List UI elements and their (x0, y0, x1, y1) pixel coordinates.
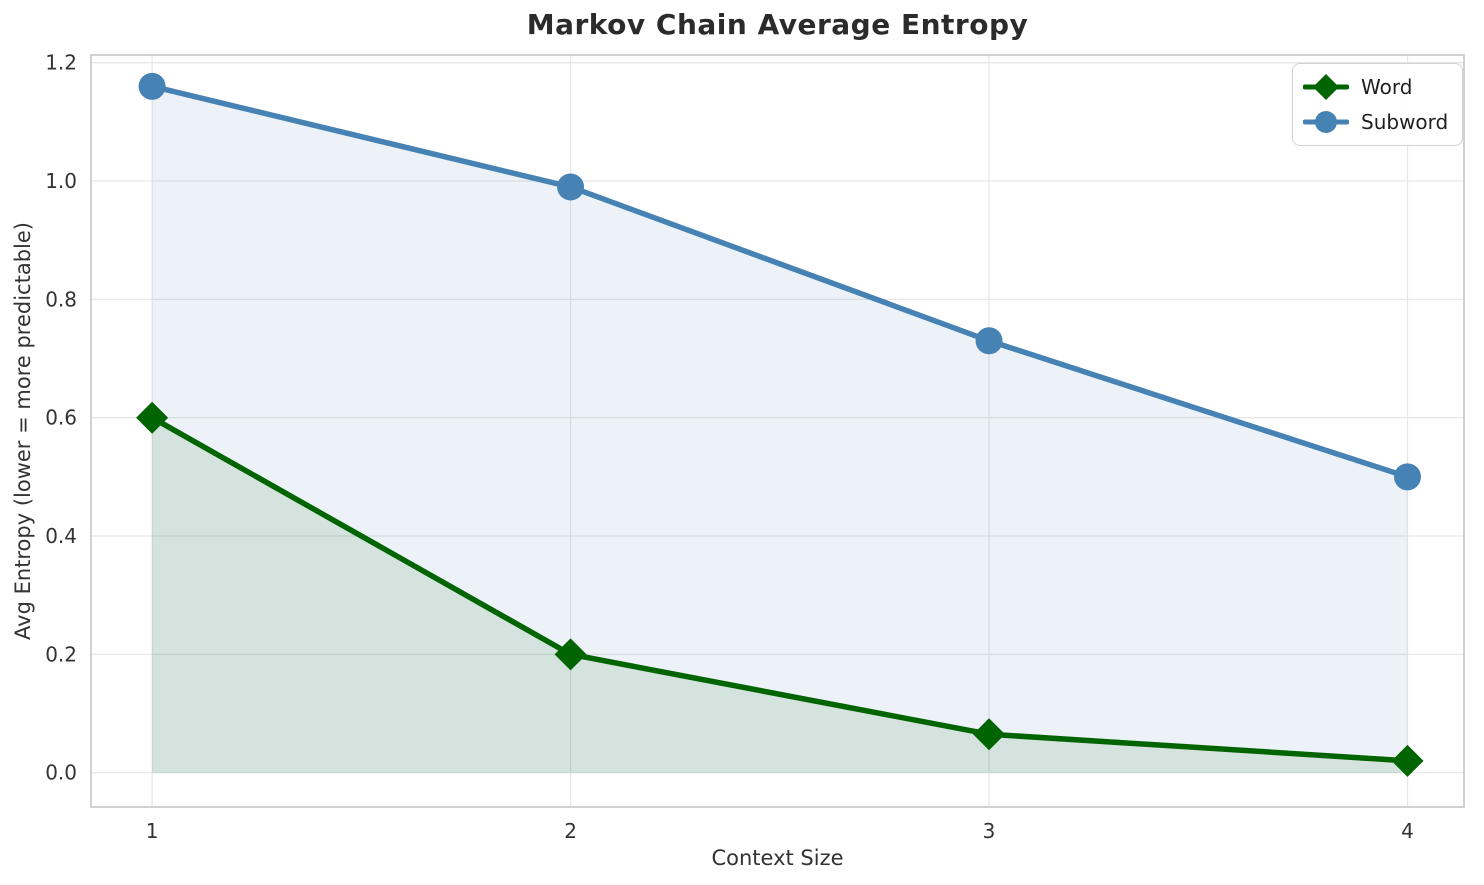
y-tick-label: 0.2 (45, 642, 77, 666)
y-tick-label: 0.4 (45, 524, 77, 548)
x-tick-label: 2 (564, 819, 577, 843)
marker-subword (975, 327, 1003, 355)
area-fill-word (152, 417, 1408, 773)
line-word (149, 414, 1411, 764)
x-tick-label: 1 (146, 819, 159, 843)
legend: Word Subword (1292, 63, 1464, 146)
y-tick-label: 0.0 (45, 761, 77, 785)
x-tick-label: 3 (983, 819, 996, 843)
y-tick-label: 1.0 (45, 169, 77, 193)
marker-word (136, 401, 169, 434)
x-axis-label: Context Size (711, 846, 844, 870)
legend-marker-subword-icon (1303, 111, 1349, 133)
line-subword (149, 83, 1411, 480)
legend-item-label: Word (1361, 75, 1413, 99)
legend-item-label: Subword (1361, 110, 1449, 134)
chart-title: Markov Chain Average Entropy (526, 8, 1029, 41)
marker-subword (1394, 463, 1422, 491)
marker-word (973, 718, 1006, 751)
area-fill-subword (152, 86, 1408, 773)
marker-subword (138, 72, 166, 100)
legend-item-subword: Subword (1303, 108, 1448, 136)
y-tick-label: 0.8 (45, 287, 77, 311)
y-tick-label: 1.2 (45, 51, 77, 75)
marker-word (1391, 744, 1424, 777)
legend-item-word: Word (1303, 73, 1448, 101)
y-axis-label-text: Avg Entropy (lower = more predictable) (11, 222, 35, 640)
marker-word (554, 638, 587, 671)
x-tick-label: 4 (1401, 819, 1414, 843)
plot-border (90, 54, 1465, 808)
marker-subword (557, 173, 585, 201)
legend-marker-word-icon (1303, 74, 1349, 100)
y-tick-label: 0.6 (45, 406, 77, 430)
